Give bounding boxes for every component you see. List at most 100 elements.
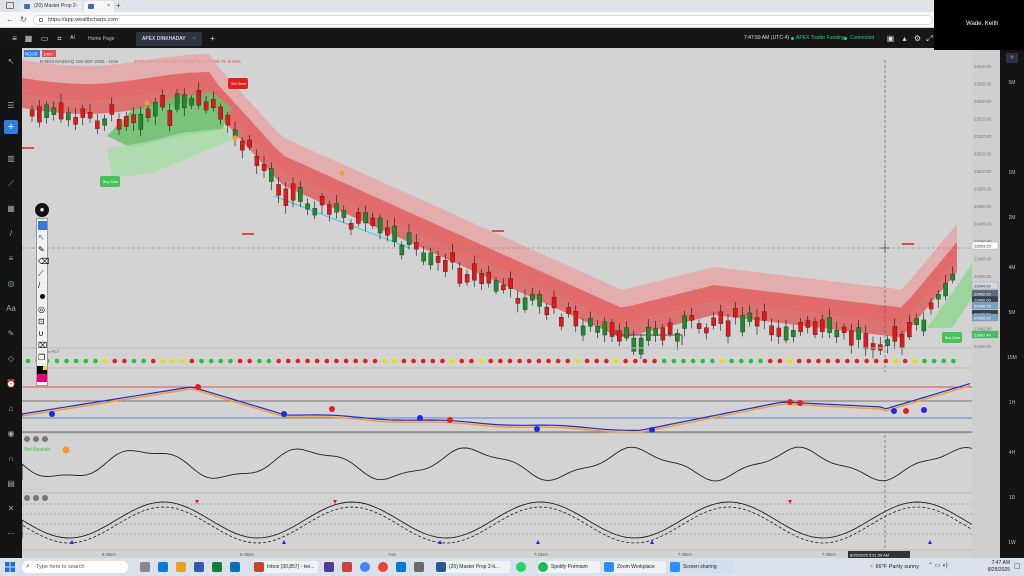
- candle[interactable]: [145, 108, 151, 118]
- candle[interactable]: [261, 164, 267, 171]
- zone-label[interactable]: Sell Zone: [228, 78, 248, 89]
- back-icon[interactable]: ←: [6, 15, 14, 24]
- alerts-icon[interactable]: ⏰: [6, 379, 16, 388]
- line-draw-icon[interactable]: /: [38, 281, 41, 290]
- edge-icon[interactable]: [158, 562, 168, 572]
- candle[interactable]: [609, 322, 615, 337]
- timeframe-15m[interactable]: 15M: [1007, 355, 1017, 361]
- candle[interactable]: [551, 296, 557, 309]
- candle[interactable]: [341, 210, 347, 218]
- teams-icon[interactable]: [324, 562, 334, 572]
- candle[interactable]: [457, 267, 463, 284]
- candle[interactable]: [124, 116, 129, 127]
- lock-tool-icon[interactable]: ⊡: [38, 317, 45, 326]
- candle[interactable]: [196, 90, 202, 106]
- candle[interactable]: [211, 98, 216, 108]
- brush-tool-icon[interactable]: ✎: [38, 245, 45, 254]
- candle[interactable]: [646, 327, 651, 341]
- oscillator-1-pane[interactable]: 80.0060.0040.005.80: [22, 372, 1000, 434]
- candle[interactable]: [305, 203, 310, 210]
- candle[interactable]: [624, 327, 629, 339]
- close-tab-icon[interactable]: ×: [192, 36, 196, 42]
- candle[interactable]: [841, 326, 847, 333]
- candle[interactable]: [849, 330, 854, 346]
- candle[interactable]: [218, 106, 223, 120]
- color-pink-swatch[interactable]: [37, 374, 47, 382]
- candle[interactable]: [443, 260, 448, 272]
- candle[interactable]: [29, 109, 35, 117]
- shapes-icon[interactable]: ◇: [7, 354, 15, 363]
- candle[interactable]: [704, 327, 709, 334]
- candle[interactable]: [725, 320, 731, 337]
- watchlist-icon[interactable]: ☰: [7, 101, 15, 110]
- candle[interactable]: [479, 273, 484, 285]
- candle[interactable]: [493, 280, 499, 292]
- eye-tool-icon[interactable]: [38, 221, 47, 230]
- timeframe-5m[interactable]: 5M: [1008, 310, 1016, 316]
- whatsapp-icon[interactable]: [516, 562, 526, 572]
- select-tool-icon[interactable]: ↖: [38, 233, 45, 242]
- candle[interactable]: [160, 95, 165, 108]
- more-icon[interactable]: ⋯: [7, 529, 15, 538]
- taskbar-search-input[interactable]: ⌕ Type here to search: [22, 561, 128, 573]
- tab-apex-dinkhaday[interactable]: APEX DINKHADAY ×: [136, 32, 202, 46]
- pane-control-icon[interactable]: [33, 436, 39, 442]
- candle[interactable]: [247, 139, 252, 148]
- timeframe-5m[interactable]: 5M: [1008, 80, 1016, 86]
- candle[interactable]: [718, 311, 724, 324]
- chrome-profile-icon[interactable]: [378, 562, 388, 572]
- candle[interactable]: [58, 102, 64, 120]
- candle[interactable]: [290, 183, 296, 201]
- grid-icon[interactable]: ▦: [24, 34, 33, 43]
- candle[interactable]: [762, 311, 767, 321]
- candle[interactable]: [638, 337, 644, 355]
- candle[interactable]: [73, 117, 78, 125]
- candle[interactable]: [530, 294, 535, 301]
- candle[interactable]: [174, 93, 180, 110]
- candle[interactable]: [769, 325, 774, 336]
- candle[interactable]: [675, 333, 680, 342]
- candle[interactable]: [486, 271, 492, 284]
- candle[interactable]: [566, 307, 571, 314]
- candle[interactable]: [776, 327, 782, 337]
- timeframe-1w[interactable]: 1W: [1008, 540, 1016, 546]
- pencil-icon[interactable]: ✎: [7, 329, 15, 338]
- new-tab-icon[interactable]: +: [116, 1, 121, 10]
- target-tool-icon[interactable]: ◎: [38, 305, 45, 314]
- add-tab-icon[interactable]: +: [210, 34, 215, 43]
- candle[interactable]: [189, 98, 194, 106]
- zone-label[interactable]: Buy Zone: [942, 332, 962, 343]
- candle[interactable]: [182, 94, 187, 109]
- candle[interactable]: [356, 212, 361, 224]
- chrome-icon[interactable]: [360, 562, 370, 572]
- eye-icon[interactable]: ◉: [7, 429, 15, 438]
- candle[interactable]: [588, 318, 593, 327]
- taskbar-app-screen-sharing[interactable]: Screen sharing mee...: [670, 561, 734, 573]
- candle[interactable]: [348, 223, 354, 230]
- color-black-swatch[interactable]: [37, 366, 47, 374]
- candle[interactable]: [254, 155, 260, 166]
- pane-control-icon[interactable]: [33, 495, 39, 501]
- candle[interactable]: [399, 244, 405, 256]
- notifications-icon[interactable]: ▴: [902, 34, 907, 43]
- candle[interactable]: [508, 278, 513, 289]
- copy-tool-icon[interactable]: ❐: [38, 353, 46, 362]
- candle[interactable]: [138, 113, 144, 130]
- save-icon[interactable]: ▣: [886, 34, 895, 43]
- trash-icon[interactable]: ✕: [7, 504, 15, 513]
- app-icon[interactable]: [342, 562, 352, 572]
- taskbar-app-master-prop[interactable]: (20) Master Prop 2-ti...: [436, 561, 510, 573]
- candle[interactable]: [515, 298, 521, 304]
- add-button[interactable]: +: [4, 120, 18, 134]
- candle[interactable]: [573, 311, 579, 327]
- lock-drawings-icon[interactable]: ⌂: [8, 404, 14, 413]
- candle[interactable]: [414, 242, 419, 250]
- expand-icon[interactable]: »: [1006, 53, 1018, 63]
- timeframe-1d[interactable]: 1D: [1008, 495, 1016, 501]
- candle[interactable]: [928, 302, 934, 310]
- candle[interactable]: [80, 108, 86, 118]
- candle[interactable]: [559, 316, 564, 327]
- color-yellow-swatch[interactable]: [43, 366, 47, 370]
- ai-icon[interactable]: AI: [70, 35, 75, 41]
- candle[interactable]: [37, 106, 42, 123]
